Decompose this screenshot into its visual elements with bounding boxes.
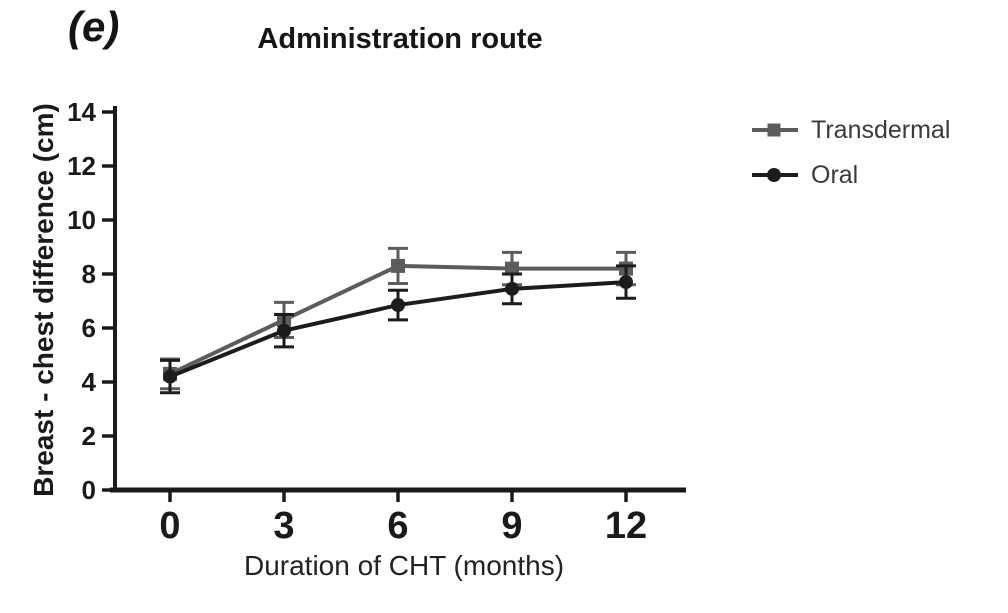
data-point-marker xyxy=(391,298,405,313)
legend-label-transdermal: Transdermal xyxy=(811,115,951,144)
x-tick-label: 0 xyxy=(159,505,180,547)
x-tick-label: 12 xyxy=(605,505,647,547)
legend-item-oral: Oral xyxy=(752,161,950,189)
y-tick-label: 12 xyxy=(67,151,96,181)
data-point-marker xyxy=(505,261,519,276)
data-point-marker xyxy=(277,323,291,338)
legend-marker-square xyxy=(767,123,781,137)
data-point-marker xyxy=(619,275,633,290)
circle-marker-icon xyxy=(752,168,798,182)
y-tick-label: 0 xyxy=(82,475,96,505)
x-axis-label: Duration of CHT (months) xyxy=(243,550,565,581)
y-tick-label: 2 xyxy=(82,421,96,451)
legend: Transdermal Oral xyxy=(752,116,950,209)
panel-label: (e) xyxy=(68,3,120,50)
data-point-marker xyxy=(505,281,519,296)
square-marker-icon xyxy=(752,123,798,137)
y-tick-label: 14 xyxy=(67,97,96,127)
legend-label-oral: Oral xyxy=(811,160,859,189)
legend-marker-circle xyxy=(767,168,781,182)
legend-item-transdermal: Transdermal xyxy=(752,116,950,144)
y-tick-label: 4 xyxy=(82,367,97,397)
x-tick-label: 3 xyxy=(273,505,294,547)
y-tick-label: 6 xyxy=(82,313,96,343)
x-tick-label: 9 xyxy=(501,505,522,547)
y-axis-label: Breast - chest difference (cm) xyxy=(28,103,59,497)
data-point-marker xyxy=(391,258,405,273)
chart-title: Administration route xyxy=(257,23,543,55)
y-tick-label: 8 xyxy=(82,259,96,289)
y-tick-label: 10 xyxy=(67,205,96,235)
x-tick-label: 6 xyxy=(387,505,408,547)
data-point-marker xyxy=(163,369,177,384)
